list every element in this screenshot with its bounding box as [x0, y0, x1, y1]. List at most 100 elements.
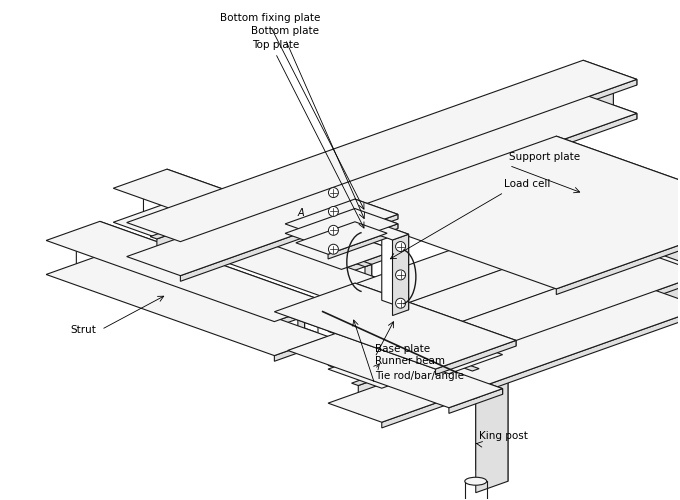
Circle shape [328, 188, 339, 198]
Polygon shape [114, 169, 395, 270]
Polygon shape [328, 224, 398, 254]
Circle shape [328, 244, 339, 254]
Ellipse shape [465, 478, 487, 485]
Polygon shape [167, 169, 395, 256]
Text: Strut: Strut [71, 324, 97, 334]
Polygon shape [150, 74, 613, 239]
Polygon shape [100, 256, 328, 342]
Polygon shape [341, 250, 395, 275]
Polygon shape [328, 214, 398, 244]
Polygon shape [650, 254, 680, 280]
Polygon shape [328, 233, 387, 259]
Polygon shape [167, 203, 395, 290]
Text: King post: King post [479, 431, 528, 441]
Polygon shape [328, 251, 680, 384]
Polygon shape [126, 60, 637, 242]
Polygon shape [355, 283, 516, 346]
Polygon shape [381, 274, 680, 394]
Circle shape [396, 298, 405, 308]
Polygon shape [114, 203, 395, 304]
Text: Top plate: Top plate [252, 40, 299, 50]
Text: Base plate: Base plate [375, 344, 430, 354]
Polygon shape [352, 231, 680, 348]
Text: A: A [298, 208, 305, 218]
Polygon shape [100, 222, 328, 308]
Polygon shape [674, 193, 680, 224]
Polygon shape [355, 222, 387, 238]
Polygon shape [449, 388, 503, 413]
Polygon shape [381, 236, 680, 356]
Polygon shape [328, 217, 680, 350]
Polygon shape [583, 94, 637, 119]
Polygon shape [435, 340, 516, 374]
Polygon shape [274, 302, 328, 328]
Polygon shape [381, 198, 680, 318]
Polygon shape [352, 268, 680, 386]
Polygon shape [296, 222, 387, 254]
Polygon shape [607, 74, 613, 105]
Polygon shape [392, 234, 409, 316]
Polygon shape [328, 179, 680, 312]
Polygon shape [274, 283, 516, 369]
Polygon shape [69, 236, 305, 319]
Text: Tie rod/bar/angle: Tie rod/bar/angle [375, 372, 464, 382]
Polygon shape [650, 251, 680, 276]
Polygon shape [650, 179, 680, 204]
Polygon shape [674, 268, 680, 300]
Polygon shape [285, 199, 398, 239]
Polygon shape [341, 136, 680, 289]
Polygon shape [358, 196, 680, 338]
Polygon shape [157, 76, 613, 268]
Text: Bottom plate: Bottom plate [252, 26, 320, 36]
Polygon shape [274, 336, 328, 361]
Text: Load cell: Load cell [504, 180, 550, 190]
Circle shape [328, 206, 339, 216]
Polygon shape [143, 183, 372, 292]
Polygon shape [355, 199, 398, 219]
Polygon shape [137, 183, 372, 266]
Polygon shape [583, 60, 637, 85]
Polygon shape [381, 270, 680, 390]
Text: Runner beam: Runner beam [375, 356, 445, 366]
Polygon shape [288, 332, 503, 407]
Polygon shape [318, 312, 479, 397]
Polygon shape [443, 318, 508, 342]
Polygon shape [46, 256, 328, 356]
Polygon shape [180, 114, 637, 282]
Polygon shape [76, 236, 305, 345]
Polygon shape [476, 318, 508, 481]
Polygon shape [46, 222, 328, 322]
Polygon shape [650, 213, 680, 238]
Polygon shape [285, 208, 398, 248]
Polygon shape [556, 136, 680, 218]
Text: Support plate: Support plate [509, 152, 580, 162]
Polygon shape [328, 213, 680, 346]
Polygon shape [180, 80, 637, 247]
Polygon shape [341, 332, 503, 394]
Polygon shape [288, 298, 503, 374]
Polygon shape [556, 212, 680, 294]
Circle shape [396, 242, 405, 252]
Polygon shape [650, 217, 680, 242]
Polygon shape [311, 312, 479, 371]
Polygon shape [365, 264, 372, 295]
Polygon shape [126, 94, 637, 276]
Circle shape [396, 270, 405, 280]
Text: Bottom fixing plate: Bottom fixing plate [220, 14, 320, 24]
Polygon shape [341, 298, 503, 360]
Polygon shape [476, 330, 508, 492]
Polygon shape [381, 232, 680, 352]
Polygon shape [358, 271, 680, 414]
Polygon shape [355, 208, 398, 229]
Circle shape [328, 226, 339, 235]
Polygon shape [473, 368, 479, 400]
Polygon shape [352, 193, 680, 310]
Polygon shape [674, 231, 680, 262]
Polygon shape [381, 308, 680, 428]
Polygon shape [328, 288, 680, 422]
Polygon shape [381, 224, 409, 310]
Polygon shape [341, 284, 395, 309]
Polygon shape [298, 316, 305, 348]
Polygon shape [366, 224, 409, 240]
Polygon shape [328, 254, 680, 388]
